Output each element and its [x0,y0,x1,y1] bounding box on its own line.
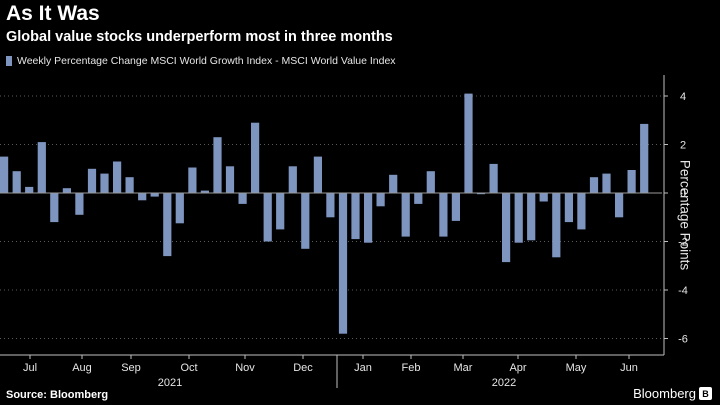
x-tick-label: Jun [620,362,638,374]
bar [439,193,448,237]
bar [150,193,159,197]
bar [0,156,9,193]
bar [25,186,34,193]
year-label: 2022 [492,377,516,389]
bar [188,167,197,193]
year-label: 2021 [158,377,182,389]
bar [301,193,310,249]
bar [351,193,360,240]
x-tick-label: Apr [509,362,526,374]
bar [376,193,385,207]
bar [251,122,260,193]
bar [138,193,147,201]
x-tick-label: Nov [235,362,255,374]
y-tick-label: -6 [678,334,688,346]
bar [577,193,586,230]
bar [514,193,523,243]
bar [338,193,348,334]
bar [75,193,84,215]
bloomberg-terminal-icon: B [699,387,712,400]
x-tick-label: May [566,362,587,374]
bar [263,193,272,242]
bar [426,171,435,193]
bar [313,156,322,193]
x-tick-label: Oct [180,362,197,374]
legend-swatch [6,56,12,66]
source-note: Source: Bloomberg [6,389,109,401]
x-tick-label: Feb [402,362,421,374]
bar [213,137,222,193]
legend-label: Weekly Percentage Change MSCI World Grow… [17,55,396,67]
bar [364,193,373,243]
x-tick-label: Dec [293,362,313,374]
bar [389,174,398,193]
bar [175,193,184,224]
bloomberg-brand: Bloomberg B [633,386,712,401]
bar [564,193,573,223]
x-tick-label: Aug [72,362,92,374]
bar [288,166,297,193]
bar [37,142,46,193]
bar [464,93,473,193]
brand-name: Bloomberg [633,386,696,401]
bar [602,173,611,193]
legend: Weekly Percentage Change MSCI World Grow… [6,55,396,67]
bar [125,177,134,193]
bar [100,173,109,193]
bar [640,123,649,193]
y-tick-label: 0 [680,188,686,200]
bar [62,188,71,194]
bar [200,190,209,193]
bar [502,193,511,263]
bar [12,171,21,193]
bar [451,193,460,221]
bar [225,166,235,193]
bar [163,193,172,257]
bar [238,193,247,204]
bar [539,193,548,202]
bar [552,193,561,258]
bar [627,170,636,193]
bar [276,193,285,230]
bar [476,193,486,195]
y-tick-label: 4 [680,91,686,103]
x-tick-label: Jul [23,362,37,374]
bar [489,163,498,193]
bar [326,193,335,218]
bar [615,193,624,218]
chart-subtitle: Global value stocks underperform most in… [6,29,393,45]
y-tick-label: 2 [680,140,686,152]
bar [527,193,536,241]
bar [50,193,59,223]
y-tick-label: -2 [678,237,688,249]
x-tick-label: Mar [454,362,473,374]
chart-title: As It Was [6,2,100,25]
y-axis-title: Percentage Points [677,159,693,271]
bar [87,168,97,194]
x-tick-label: Sep [121,362,141,374]
bar [401,193,410,237]
y-tick-label: -4 [678,285,688,297]
x-tick-label: Jan [354,362,372,374]
bar [113,161,122,193]
bar [589,177,599,193]
bar [414,193,423,204]
